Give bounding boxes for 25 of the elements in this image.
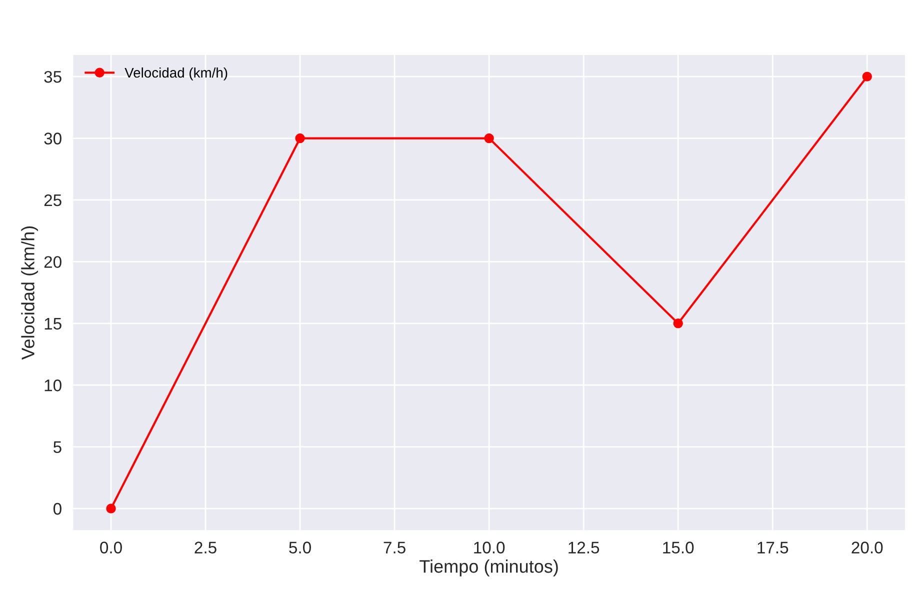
x-tick-label: 2.5 [194, 542, 216, 554]
y-axis-title: Velocidad (km/h) [21, 226, 38, 360]
x-tick-label: 17.5 [758, 542, 788, 554]
y-tick-label: 10 [44, 380, 62, 392]
y-tick-label: 5 [53, 441, 62, 454]
point [862, 72, 872, 82]
x-tick-label: 5.0 [289, 542, 311, 554]
x-tick-label: 20.0 [852, 542, 883, 554]
point [295, 133, 305, 144]
y-tick-label: 20 [44, 256, 62, 268]
y-tick-label: 0 [53, 502, 62, 515]
point [484, 133, 494, 144]
point [673, 318, 683, 328]
x-axis-title: Tiempo (minutos) [420, 560, 558, 576]
y-tick-label: 25 [44, 194, 62, 206]
y-tick-label: 35 [44, 70, 62, 83]
x-tick-label: 12.5 [568, 542, 600, 554]
x-tick-label: 0.0 [100, 542, 122, 554]
y-tick-label: 15 [44, 318, 62, 330]
x-tick-label: 10.0 [474, 542, 505, 554]
legend-label: Velocidad (km/h) [124, 67, 228, 80]
y-tick-label: 30 [44, 132, 62, 144]
point [106, 504, 116, 514]
x-tick-label: 7.5 [384, 542, 406, 554]
x-tick-label: 15.0 [663, 542, 694, 554]
